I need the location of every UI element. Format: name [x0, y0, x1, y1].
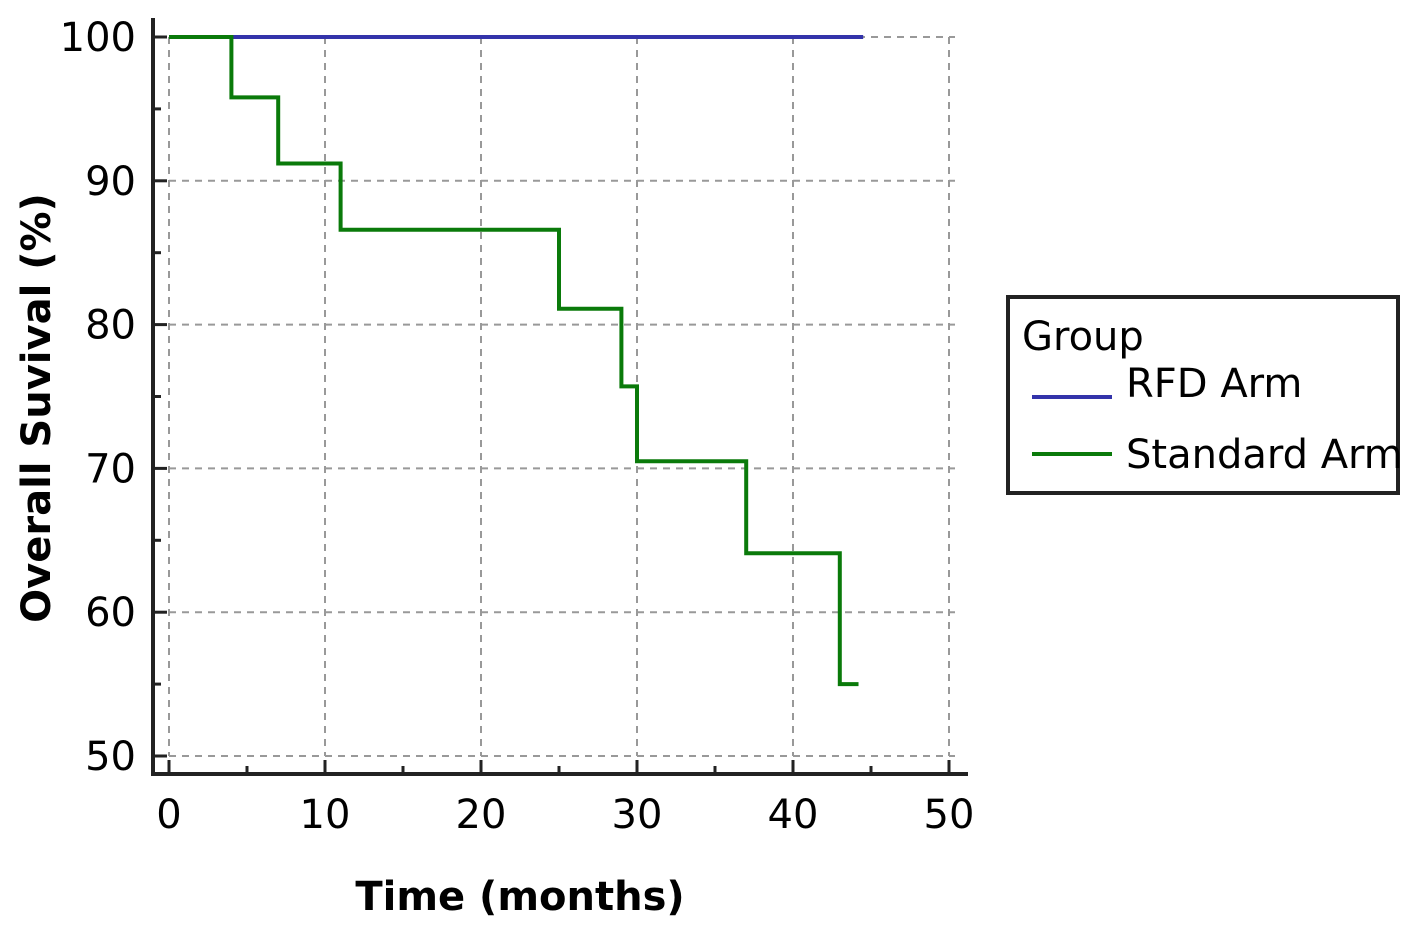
tick-layer: 50 60 70 80 90 100 0 10 20 30 40 50 — [60, 15, 975, 838]
x-tick-label: 50 — [924, 792, 975, 838]
legend-label-standard-arm: Standard Arm — [1126, 432, 1403, 478]
x-tick-label: 20 — [456, 792, 507, 838]
y-tick-label: 60 — [85, 590, 136, 636]
y-tick-label: 80 — [85, 303, 136, 349]
series-layer — [169, 35, 864, 687]
x-tick-label: 40 — [768, 792, 819, 838]
x-axis-title: Time (months) — [355, 874, 684, 920]
y-axis-title: Overall Suvival (%) — [14, 193, 60, 623]
x-tick-label: 30 — [612, 792, 663, 838]
y-tick-label: 70 — [85, 446, 136, 492]
y-tick-label: 50 — [85, 734, 136, 780]
x-tick-label: 10 — [300, 792, 351, 838]
y-tick-label: 90 — [85, 159, 136, 205]
legend-label-rfd-arm: RFD Arm — [1126, 361, 1302, 407]
grid-layer — [168, 36, 955, 757]
x-tick-label: 0 — [156, 792, 181, 838]
axis-layer — [151, 18, 968, 776]
series-line-standard-arm — [169, 35, 859, 687]
y-tick-label: 100 — [60, 15, 136, 61]
legend-title: Group — [1022, 314, 1144, 360]
legend: Group RFD Arm Standard Arm — [1006, 295, 1403, 495]
